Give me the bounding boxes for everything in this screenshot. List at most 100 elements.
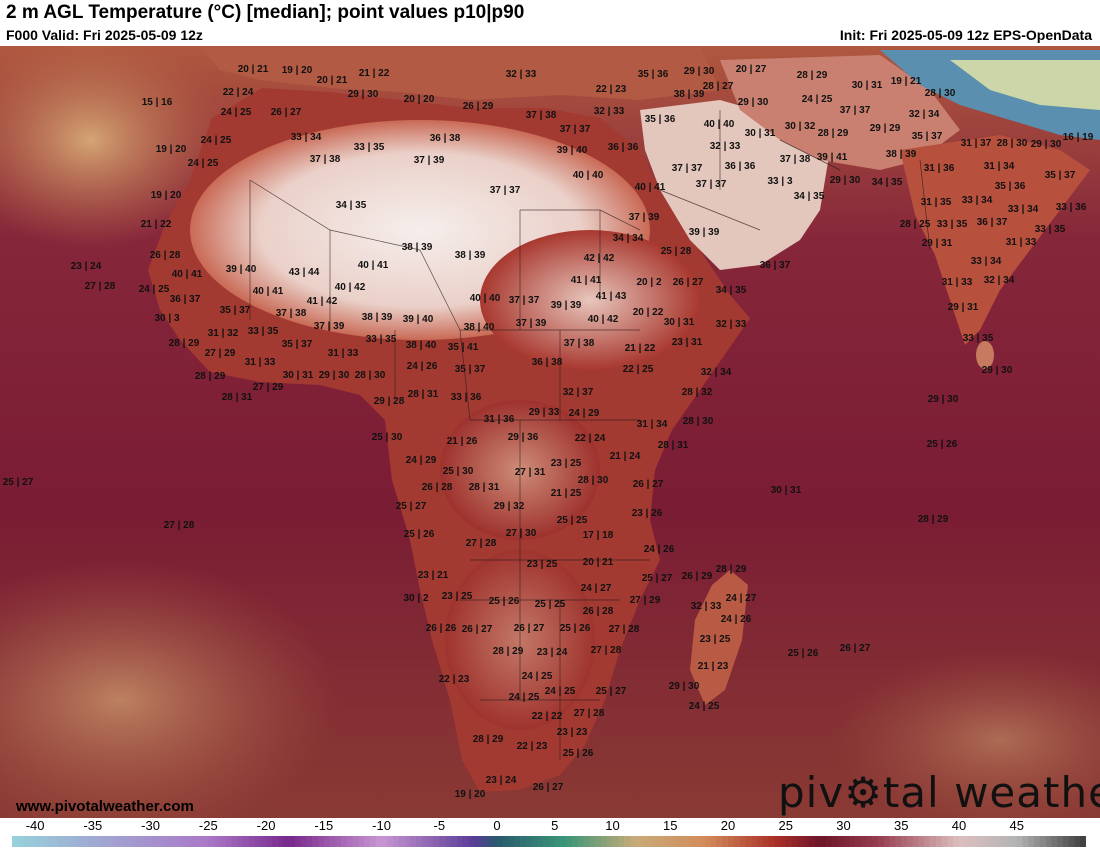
color-scale-cell	[179, 836, 186, 847]
point-value: 37 | 37	[509, 295, 540, 306]
color-scale-cell	[670, 836, 677, 847]
point-value: 25 | 26	[489, 596, 520, 607]
color-scale-cell	[433, 836, 440, 847]
point-value: 37 | 39	[516, 318, 547, 329]
point-value: 29 | 30	[684, 66, 715, 77]
point-value: 32 | 33	[716, 319, 747, 330]
color-scale-cell	[958, 836, 966, 847]
color-scale-cell	[439, 836, 446, 847]
point-value: 29 | 30	[982, 365, 1013, 376]
tibet-plateau-cool	[950, 60, 1100, 110]
color-scale-cell	[982, 836, 989, 847]
sri-lanka	[976, 341, 994, 369]
point-value: 24 | 25	[139, 284, 170, 295]
color-scale-cell	[1057, 836, 1064, 847]
color-scale-cell	[69, 836, 76, 847]
color-scale-cell	[29, 836, 36, 847]
point-value: 30 | 31	[664, 317, 695, 328]
color-scale-cell	[589, 836, 596, 847]
temperature-map[interactable]: 20 | 21 19 | 20 20 | 21 21 | 22 32 | 33 35 | …	[0, 46, 1100, 818]
point-value: 26 | 27	[514, 623, 545, 634]
color-scale-cell	[191, 836, 198, 847]
color-scale-cell	[219, 836, 226, 847]
color-scale-cell	[294, 836, 302, 847]
point-value: 24 | 25	[221, 107, 252, 118]
point-value: 29 | 30	[348, 89, 379, 100]
cool-atlantic-north	[0, 46, 230, 250]
color-scale-cell	[693, 836, 700, 847]
color-scale-tick: -5	[433, 818, 446, 833]
point-value: 27 | 28	[609, 624, 640, 635]
color-scale-cell	[289, 836, 296, 847]
point-value: 38 | 40	[406, 340, 437, 351]
point-value: 35 | 37	[1045, 170, 1076, 181]
point-value: 23 | 21	[418, 570, 449, 581]
color-scale-cell	[300, 836, 307, 847]
color-scale-cell	[912, 836, 919, 847]
point-value: 37 | 39	[629, 212, 660, 223]
color-scale-cell	[710, 836, 717, 847]
point-value: 28 | 31	[408, 389, 439, 400]
color-scale-cell	[808, 836, 815, 847]
point-value: 32 | 33	[691, 601, 722, 612]
color-scale-cell	[248, 836, 255, 847]
color-scale-cell	[214, 836, 221, 847]
point-value: 39 | 40	[226, 264, 257, 275]
point-value: 24 | 29	[569, 408, 600, 419]
point-value: 33 | 35	[937, 219, 968, 230]
point-value: 28 | 25	[900, 219, 931, 230]
point-value: 36 | 36	[725, 161, 756, 172]
point-value: 25 | 27	[642, 573, 673, 584]
point-value: 36 | 37	[760, 260, 791, 271]
color-scale-cell	[779, 836, 787, 847]
point-value: 25 | 25	[535, 599, 566, 610]
color-scale-tick: 40	[951, 818, 967, 833]
point-value: 28 | 27	[703, 81, 734, 92]
color-scale-tick: -10	[372, 818, 391, 833]
color-scale-cell	[139, 836, 146, 847]
color-scale-cell	[40, 836, 47, 847]
color-scale-cell	[987, 836, 994, 847]
color-scale-cell	[98, 836, 105, 847]
point-value: 29 | 36	[508, 432, 539, 443]
color-scale-tick: 35	[893, 818, 909, 833]
color-scale-cell	[577, 836, 584, 847]
point-value: 28 | 31	[222, 392, 253, 403]
point-value: 31 | 33	[245, 357, 276, 368]
point-value: 37 | 37	[840, 105, 871, 116]
site-url[interactable]: www.pivotalweather.com	[16, 798, 194, 815]
color-scale-cell	[133, 836, 140, 847]
point-value: 29 | 32	[494, 501, 525, 512]
point-value: 21 | 22	[141, 219, 172, 230]
color-scale-cell	[918, 836, 925, 847]
point-value: 36 | 37	[170, 294, 201, 305]
cool-indian-south	[830, 650, 1100, 818]
point-value: 37 | 38	[564, 338, 595, 349]
color-scale-cell	[664, 836, 671, 847]
point-value: 24 | 25	[201, 135, 232, 146]
point-value: 23 | 31	[672, 337, 703, 348]
point-value: 34 | 35	[716, 285, 747, 296]
color-scale-cell	[416, 836, 423, 847]
point-value: 40 | 42	[588, 314, 619, 325]
color-scale-cell	[1016, 836, 1023, 847]
color-scale-bar: -40 -35 -30 -25 -20 -15 -10 -5 0 5 10 15 20 25 30 35 40 4…	[0, 818, 1100, 850]
point-value: 19 | 20	[156, 144, 187, 155]
point-value: 24 | 25	[509, 692, 540, 703]
point-value: 25 | 26	[563, 748, 594, 759]
color-scale-cell	[364, 836, 371, 847]
point-value: 28 | 30	[578, 475, 609, 486]
color-scale-tick: 5	[551, 818, 559, 833]
color-scale-cell	[387, 836, 394, 847]
point-value: 31 | 36	[924, 163, 955, 174]
color-scale-cell	[318, 836, 325, 847]
color-scale-tick: -40	[25, 818, 45, 833]
color-scale-cell	[762, 836, 769, 847]
color-scale-cell	[1022, 836, 1029, 847]
point-value: 19 | 20	[282, 65, 313, 76]
point-value: 38 | 39	[674, 89, 705, 100]
color-scale-cell	[508, 836, 515, 847]
color-scale-cell	[976, 836, 983, 847]
point-value: 30 | 31	[852, 80, 883, 91]
